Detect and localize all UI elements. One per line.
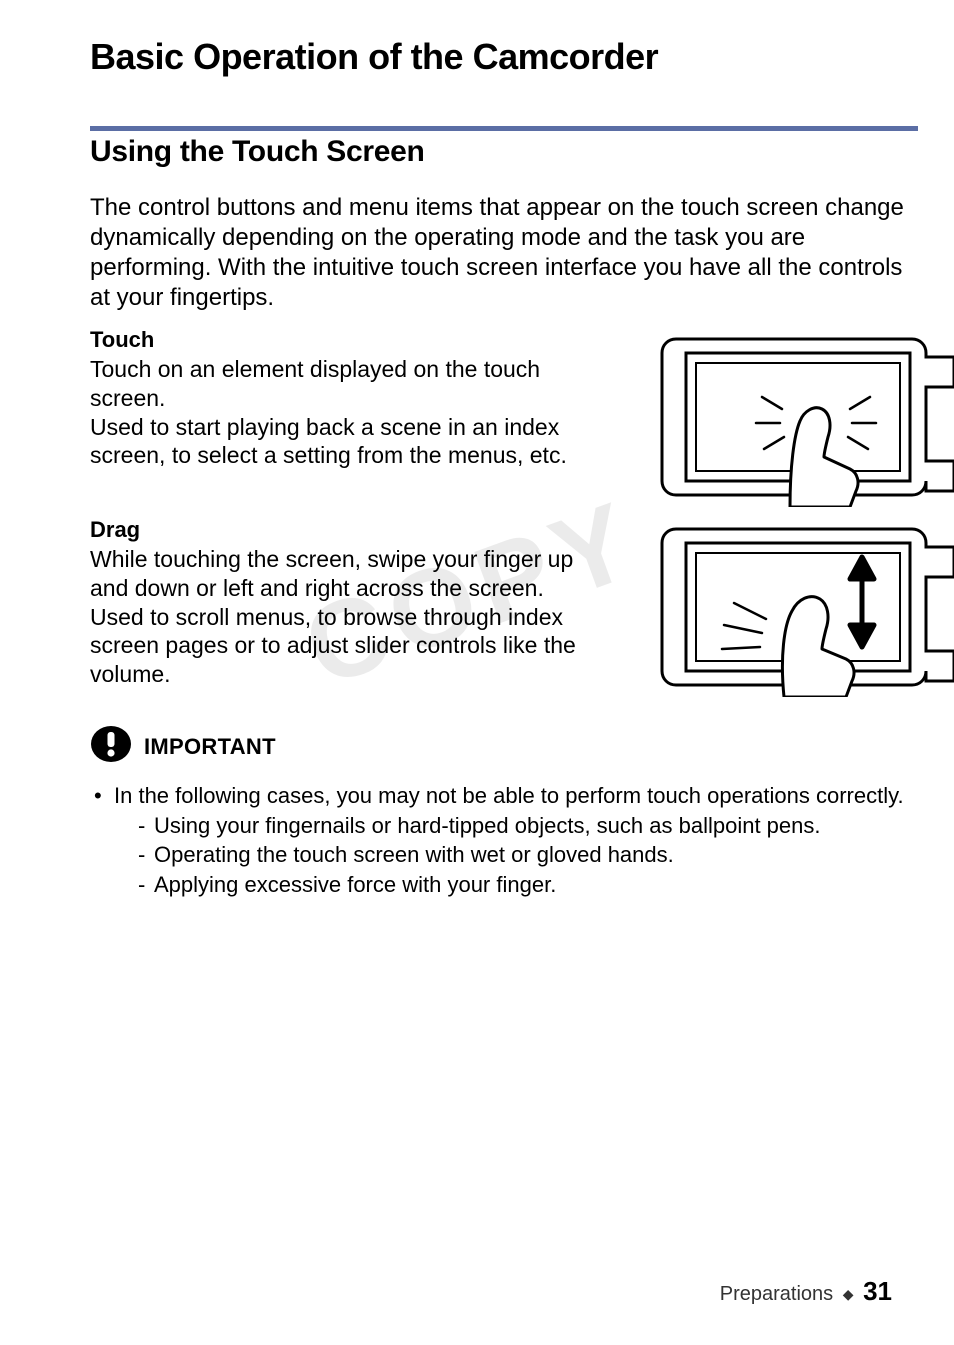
important-callout: IMPORTANT xyxy=(90,725,918,768)
gesture-text: Used to start playing back a scene in an… xyxy=(90,413,600,471)
gesture-drag: Drag While touching the screen, swipe yo… xyxy=(90,517,918,697)
page-title: Basic Operation of the Camcorder xyxy=(90,36,918,78)
page-number: 31 xyxy=(863,1276,892,1306)
section-intro: The control buttons and menu items that … xyxy=(90,193,918,313)
gesture-touch: Touch Touch on an element displayed on t… xyxy=(90,327,918,507)
touch-illustration xyxy=(614,327,954,512)
sub-item: Operating the touch screen with wet or g… xyxy=(138,840,918,870)
section-rule xyxy=(90,126,918,131)
diamond-icon: ◆ xyxy=(843,1286,854,1302)
drag-illustration xyxy=(614,517,954,702)
footer: Preparations ◆ 31 xyxy=(720,1276,892,1307)
gesture-text: Touch on an element displayed on the tou… xyxy=(90,355,600,413)
footer-section: Preparations xyxy=(720,1283,833,1305)
important-icon xyxy=(90,725,132,768)
list-item: In the following cases, you may not be a… xyxy=(94,782,918,900)
gesture-text: Used to scroll menus, to browse through … xyxy=(90,603,600,689)
sub-item: Using your fingernails or hard-tipped ob… xyxy=(138,811,918,841)
sub-item: Applying excessive force with your finge… xyxy=(138,870,918,900)
important-list: In the following cases, you may not be a… xyxy=(90,782,918,900)
section-title: Using the Touch Screen xyxy=(90,135,918,169)
important-label: IMPORTANT xyxy=(144,734,276,760)
gesture-text: While touching the screen, swipe your fi… xyxy=(90,545,600,603)
sub-list: Using your fingernails or hard-tipped ob… xyxy=(114,811,918,900)
bullet-text: In the following cases, you may not be a… xyxy=(114,783,904,808)
